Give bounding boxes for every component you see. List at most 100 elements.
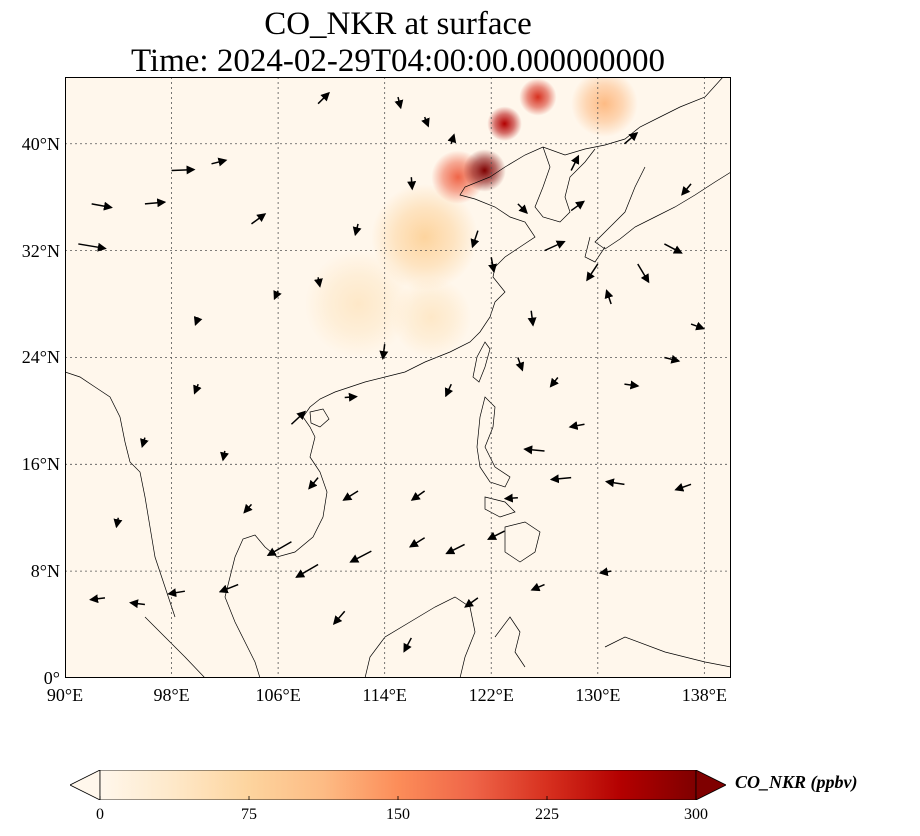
wind-arrow bbox=[78, 242, 107, 252]
wind-arrow bbox=[410, 490, 426, 501]
coastline-new-guinea bbox=[604, 636, 731, 668]
coastline-kyushu bbox=[584, 236, 606, 263]
lat-tick-label: 0° bbox=[43, 668, 60, 688]
wind-arrow bbox=[193, 383, 202, 395]
coastline-japan bbox=[594, 166, 731, 250]
wind-arrow bbox=[674, 483, 692, 492]
lon-tick-label: 130°E bbox=[575, 685, 621, 705]
wind-arrow bbox=[464, 597, 479, 608]
wind-arrow bbox=[113, 517, 123, 529]
lat-tick-label: 16°N bbox=[21, 454, 60, 475]
wind-arrow bbox=[681, 183, 692, 196]
lon-tick-label: 122°E bbox=[468, 685, 514, 705]
wind-arrow bbox=[379, 344, 389, 360]
colorbar-gradient bbox=[99, 770, 697, 800]
coastline-hainan bbox=[309, 408, 330, 428]
coastline-myanmar bbox=[65, 371, 176, 618]
lon-tick-label: 90°E bbox=[46, 685, 84, 705]
wind-arrow bbox=[664, 243, 683, 254]
wind-arrow bbox=[624, 380, 640, 390]
co-field-layer bbox=[304, 77, 638, 358]
colorbar-tick-label: 150 bbox=[386, 806, 410, 823]
wind-arrow bbox=[527, 310, 537, 327]
wind-arrow bbox=[218, 583, 239, 594]
wind-arrow bbox=[342, 490, 359, 501]
wind-arrow bbox=[243, 503, 253, 514]
wind-arrow bbox=[89, 594, 106, 604]
colorbar-label: CO_NKR (ppbv) bbox=[735, 772, 858, 792]
wind-arrow bbox=[394, 96, 404, 110]
wind-arrow bbox=[470, 230, 480, 249]
co-hotspot bbox=[487, 106, 522, 142]
wind-arrow bbox=[193, 315, 203, 327]
coastline-sulawesi bbox=[494, 616, 526, 668]
co-hotspot bbox=[463, 149, 506, 192]
wind-arrow bbox=[623, 132, 639, 145]
colorbar bbox=[70, 770, 726, 800]
lon-tick-label: 114°E bbox=[362, 685, 407, 705]
colorbar-extend-high bbox=[695, 770, 726, 800]
wind-arrow bbox=[211, 157, 228, 167]
wind-arrow bbox=[664, 354, 681, 364]
wind-arrow bbox=[421, 116, 430, 128]
wind-arrow bbox=[273, 290, 282, 301]
lat-tick-label: 8°N bbox=[30, 561, 60, 582]
coastline-korea bbox=[534, 146, 596, 223]
wind-arrow bbox=[266, 541, 292, 557]
wind-arrow bbox=[140, 437, 149, 449]
wind-arrow bbox=[349, 550, 372, 563]
colorbar-extend-low bbox=[70, 770, 101, 800]
colorbar-tick-label: 300 bbox=[684, 806, 708, 823]
lon-tick-label: 106°E bbox=[255, 685, 301, 705]
wind-arrow bbox=[690, 321, 706, 331]
wind-arrow bbox=[570, 200, 585, 212]
wind-arrow bbox=[604, 478, 625, 488]
map-title: CO_NKR at surface bbox=[264, 6, 532, 42]
wind-arrow bbox=[408, 537, 426, 548]
wind-arrow bbox=[144, 198, 167, 208]
wind-arrow bbox=[549, 474, 572, 484]
wind-arrow bbox=[570, 154, 580, 171]
wind-arrow bbox=[403, 637, 412, 653]
wind-arrow bbox=[445, 543, 465, 555]
wind-arrow bbox=[220, 450, 229, 462]
wind-arrow bbox=[568, 421, 585, 430]
gridlines bbox=[65, 77, 731, 678]
wind-arrow bbox=[604, 289, 614, 305]
wind-arrow bbox=[488, 257, 497, 274]
map-background bbox=[65, 77, 731, 678]
coastline-mindanao bbox=[504, 521, 541, 563]
colorbar-tick-label: 225 bbox=[535, 806, 559, 823]
wind-vectors bbox=[78, 91, 706, 653]
lat-tick-label: 40°N bbox=[21, 133, 60, 154]
wind-arrow bbox=[637, 263, 650, 284]
lon-tick-label: 98°E bbox=[153, 685, 190, 705]
wind-arrow bbox=[586, 263, 599, 282]
wind-arrow bbox=[517, 203, 528, 214]
map-subtitle-time: Time: 2024-02-29T04:00:00.000000000 bbox=[130, 43, 666, 79]
wind-arrow bbox=[295, 563, 319, 578]
wind-arrow bbox=[344, 392, 358, 402]
wind-arrow bbox=[167, 588, 186, 598]
wind-arrow bbox=[308, 477, 319, 490]
coastline-taiwan bbox=[472, 341, 491, 383]
lon-tick-label: 138°E bbox=[681, 685, 727, 705]
lat-tick-label: 32°N bbox=[21, 240, 60, 261]
coastlines bbox=[65, 77, 731, 678]
wind-arrow bbox=[332, 610, 346, 625]
coastline-sumatra bbox=[144, 616, 206, 678]
wind-arrow bbox=[503, 493, 518, 503]
wind-arrow bbox=[447, 133, 457, 144]
wind-arrow bbox=[352, 223, 362, 237]
wind-arrow bbox=[129, 599, 146, 609]
wind-arrow bbox=[290, 410, 307, 425]
wind-arrow bbox=[530, 582, 545, 592]
wind-arrow bbox=[487, 530, 505, 540]
coastline-visayas bbox=[484, 496, 516, 518]
co-hotspot bbox=[519, 78, 557, 116]
co-hotspot bbox=[371, 183, 478, 291]
wind-arrow bbox=[407, 177, 417, 191]
coastline-indochina bbox=[224, 436, 328, 678]
wind-arrow bbox=[313, 277, 323, 288]
map-frame bbox=[65, 77, 731, 678]
